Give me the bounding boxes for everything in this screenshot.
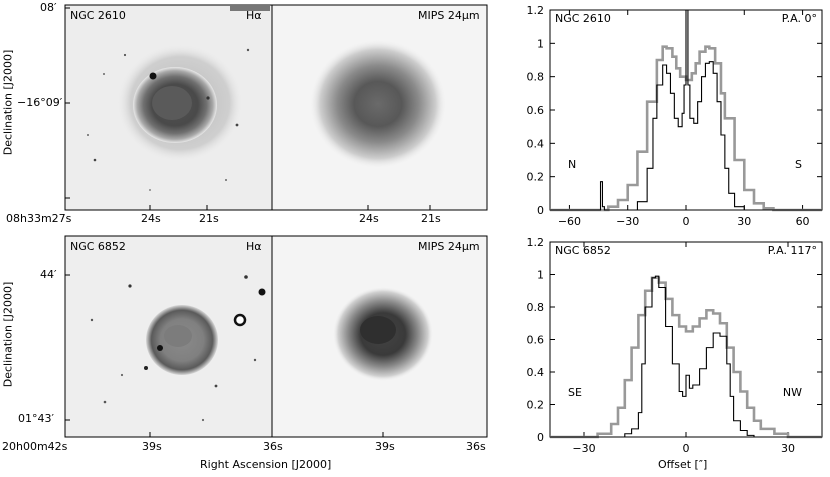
ngc6852-mips-band: MIPS 24μm xyxy=(418,240,480,253)
ytick-label-1: 0.8 xyxy=(527,301,545,314)
ytick-label-0: 0.8 xyxy=(527,71,545,84)
ngc2610-mips-band: MIPS 24μm xyxy=(418,9,480,22)
ngc6852-ra-tick-1: 20h00m42s xyxy=(2,440,68,453)
ngc2610-dec-top: 08′ xyxy=(40,1,57,14)
ngc6852-halpha-band: Hα xyxy=(246,240,262,253)
ngc6852-mips-image xyxy=(271,235,488,438)
profile-right-dir-1: NW xyxy=(783,386,802,399)
profile-series-0-0 xyxy=(550,45,822,212)
ngc2610-mips-image xyxy=(271,4,488,211)
profile-right-dir-0: S xyxy=(795,158,802,171)
ytick-label-0: 1 xyxy=(537,37,544,50)
ngc6852-dec-top: 44′ xyxy=(40,268,57,281)
ytick-label-0: 1.2 xyxy=(527,4,545,17)
ytick-label-1: 1 xyxy=(537,269,544,282)
ngc2610-ra-tick-2: 24s xyxy=(141,212,161,225)
ytick-label-0: 0.2 xyxy=(527,171,545,184)
xtick-label-0: 0 xyxy=(683,215,690,228)
xtick-label-0: 30 xyxy=(737,215,751,228)
ngc2610-ra-tick-1: 08h33m27s xyxy=(6,212,72,225)
profile-left-dir-0: N xyxy=(568,158,576,171)
ytick-label-0: 0.4 xyxy=(527,137,545,150)
ngc6852-ra-tick-3: 36s xyxy=(263,440,283,453)
ngc6852-halpha-title: NGC 6852 xyxy=(70,240,126,253)
xtick-label-1: 0 xyxy=(683,442,690,455)
profile-pa-label-0: P.A. 0° xyxy=(782,12,817,25)
ngc2610-mips-ra-tick-1: 24s xyxy=(359,212,379,225)
profile-object-label-1: NGC 6852 xyxy=(555,244,611,257)
ngc6852-mips-ra-tick-1: 39s xyxy=(375,440,395,453)
profile-series-0-1 xyxy=(550,9,822,211)
xlabel-ra: Right Ascension [J2000] xyxy=(200,458,332,471)
xtick-label-1: 30 xyxy=(781,442,795,455)
ytick-label-1: 0.6 xyxy=(527,334,545,347)
ngc2610-mips-ra-tick-2: 21s xyxy=(421,212,441,225)
profile-series-1-1 xyxy=(550,275,822,438)
ngc6852-halpha-image xyxy=(64,235,273,438)
ytick-label-1: 1.2 xyxy=(527,236,545,249)
ytick-label-0: 0 xyxy=(537,204,544,217)
xtick-label-0: −60 xyxy=(558,215,581,228)
profile-pa-label-1: P.A. 117° xyxy=(768,244,817,257)
profile-left-dir-1: SE xyxy=(568,386,582,399)
xtick-label-0: 60 xyxy=(796,215,810,228)
ytick-label-1: 0 xyxy=(537,431,544,444)
image-ticks xyxy=(65,7,431,437)
profile-series-1-0 xyxy=(550,276,822,439)
ngc6852-ra-tick-2: 39s xyxy=(142,440,162,453)
ytick-label-1: 0.2 xyxy=(527,399,545,412)
ngc2610-halpha-image xyxy=(64,4,273,211)
ngc2610-ra-tick-3: 21s xyxy=(199,212,219,225)
xtick-label-1: −30 xyxy=(572,442,595,455)
ytick-label-0: 0.6 xyxy=(527,104,545,117)
profile-object-label-0: NGC 2610 xyxy=(555,12,611,25)
ngc2610-halpha-title: NGC 2610 xyxy=(70,9,126,22)
ngc2610-halpha-band: Hα xyxy=(246,9,262,22)
ngc6852-dec-bottom: 01°43′ xyxy=(18,412,54,425)
ngc6852-mips-ra-tick-2: 36s xyxy=(466,440,486,453)
plot-frame-1 xyxy=(549,241,823,438)
xtick-label-0: −30 xyxy=(616,215,639,228)
ytick-label-1: 0.4 xyxy=(527,366,545,379)
ngc2610-dec-center: −16°09′ xyxy=(17,96,63,109)
xlabel-offset: Offset [″] xyxy=(658,458,708,471)
